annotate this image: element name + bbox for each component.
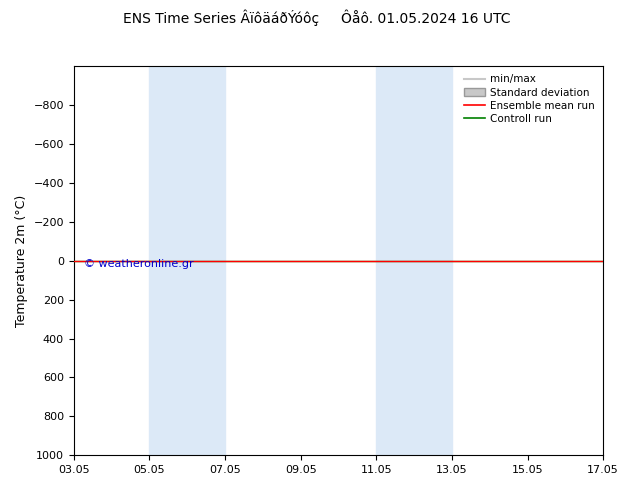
Text: ENS Time Series ÂïôäáðÝóôç     Ôåô. 01.05.2024 16 UTC: ENS Time Series ÂïôäáðÝóôç Ôåô. 01.05.20… (123, 10, 511, 26)
Legend: min/max, Standard deviation, Ensemble mean run, Controll run: min/max, Standard deviation, Ensemble me… (461, 72, 598, 127)
Text: © weatheronline.gr: © weatheronline.gr (84, 259, 194, 269)
Bar (150, 66, 225, 455)
Bar (376, 66, 452, 455)
Y-axis label: Temperature 2m (°C): Temperature 2m (°C) (15, 195, 28, 327)
